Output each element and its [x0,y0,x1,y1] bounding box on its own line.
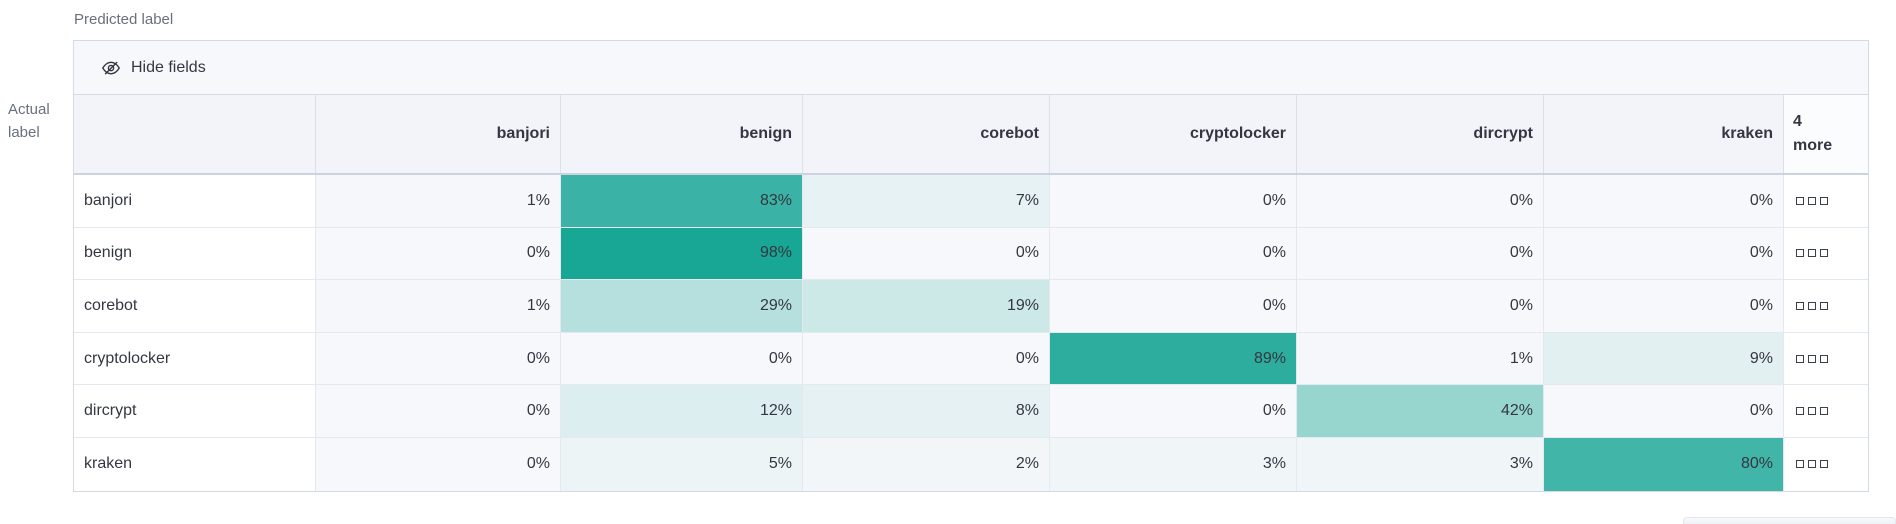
boxes-horizontal-icon[interactable] [1796,460,1828,469]
hide-fields-button[interactable]: Hide fields [74,41,1868,95]
matrix-cell: 0% [316,332,561,385]
matrix-cell: 19% [803,280,1050,332]
matrix-cell: 9% [1544,332,1784,385]
actual-label-axis: Actual label [8,101,50,141]
matrix-cell: 0% [1050,227,1297,280]
matrix-cell: 3% [1297,437,1544,491]
hide-fields-label: Hide fields [131,58,206,76]
eye-closed-icon [101,58,121,78]
matrix-row-dircrypt: dircrypt 0% 12% 8% 0% 42% 0% [74,385,1868,438]
column-header-kraken: kraken [1544,95,1784,173]
matrix-cell: 29% [561,280,803,332]
boxes-horizontal-icon[interactable] [1796,301,1828,310]
matrix-cell: 1% [316,175,561,227]
matrix-cell: 12% [561,385,803,437]
matrix-row-cryptolocker: cryptolocker 0% 0% 0% 89% 1% 9% [74,332,1868,386]
matrix-cell: 80% [1544,437,1784,491]
matrix-row-kraken: kraken 0% 5% 2% 3% 3% 80% [74,437,1868,491]
matrix-cell: 0% [1050,280,1297,332]
matrix-cell: 0% [1297,280,1544,332]
matrix-cell: 5% [561,437,803,491]
column-header-cryptolocker: cryptolocker [1050,95,1297,173]
matrix-cell: 98% [561,227,803,280]
confusion-matrix-grid: Hide fields banjori benign corebot cryptolo… [73,40,1869,492]
row-actions-cell [1784,437,1868,491]
row-label: cryptolocker [74,332,316,385]
column-header-dircrypt: dircrypt [1297,95,1544,173]
row-actions-cell [1784,280,1868,332]
boxes-horizontal-icon[interactable] [1796,407,1828,416]
matrix-cell: 2% [803,437,1050,491]
boxes-horizontal-icon[interactable] [1796,196,1828,205]
matrix-cell: 0% [1544,280,1784,332]
row-actions-cell [1784,227,1868,280]
matrix-cell: 42% [1297,385,1544,437]
boxes-horizontal-icon[interactable] [1796,354,1828,363]
matrix-cell: 0% [316,385,561,437]
matrix-cell: 0% [316,227,561,280]
column-header-more: 4 more [1784,95,1868,173]
matrix-cell: 1% [316,280,561,332]
bottom-right-partial-panel [1683,517,1896,524]
matrix-cell: 0% [1297,227,1544,280]
header-corner-cell [74,95,316,173]
matrix-cell: 0% [1544,385,1784,437]
matrix-row-benign: benign 0% 98% 0% 0% 0% 0% [74,227,1868,281]
matrix-cell: 8% [803,385,1050,437]
matrix-cell: 0% [803,332,1050,385]
matrix-cell: 0% [803,227,1050,280]
row-label: benign [74,227,316,280]
matrix-cell: 0% [1297,175,1544,227]
row-actions-cell [1784,175,1868,227]
matrix-cell: 3% [1050,437,1297,491]
column-header-corebot: corebot [803,95,1050,173]
matrix-cell: 7% [803,175,1050,227]
predicted-label-axis: Predicted label [74,11,174,28]
matrix-row-corebot: corebot 1% 29% 19% 0% 0% 0% [74,280,1868,333]
matrix-row-banjori: banjori 1% 83% 7% 0% 0% 0% [74,175,1868,228]
matrix-cell: 0% [1544,175,1784,227]
row-label: kraken [74,437,316,491]
matrix-cell: 83% [561,175,803,227]
matrix-cell: 0% [316,437,561,491]
matrix-cell: 89% [1050,332,1297,385]
matrix-cell: 0% [561,332,803,385]
row-label: dircrypt [74,385,316,437]
matrix-cell: 0% [1050,385,1297,437]
matrix-cell: 0% [1544,227,1784,280]
row-actions-cell [1784,332,1868,385]
matrix-rows: banjori 1% 83% 7% 0% 0% 0% benign 0% 98% 0% 0% 0% 0% c… [74,175,1868,491]
row-actions-cell [1784,385,1868,437]
boxes-horizontal-icon[interactable] [1796,249,1828,258]
matrix-cell: 1% [1297,332,1544,385]
row-label: banjori [74,175,316,227]
matrix-cell: 0% [1050,175,1297,227]
header-row: banjori benign corebot cryptolocker dircrypt… [74,95,1868,175]
column-header-banjori: banjori [316,95,561,173]
row-label: corebot [74,280,316,332]
column-header-benign: benign [561,95,803,173]
